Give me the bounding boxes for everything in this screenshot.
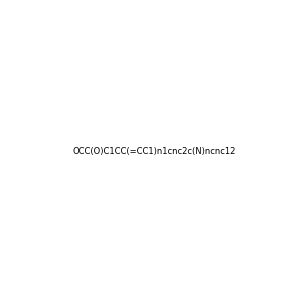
Text: OCC(O)C1CC(=CC1)n1cnc2c(N)ncnc12: OCC(O)C1CC(=CC1)n1cnc2c(N)ncnc12	[72, 147, 236, 156]
